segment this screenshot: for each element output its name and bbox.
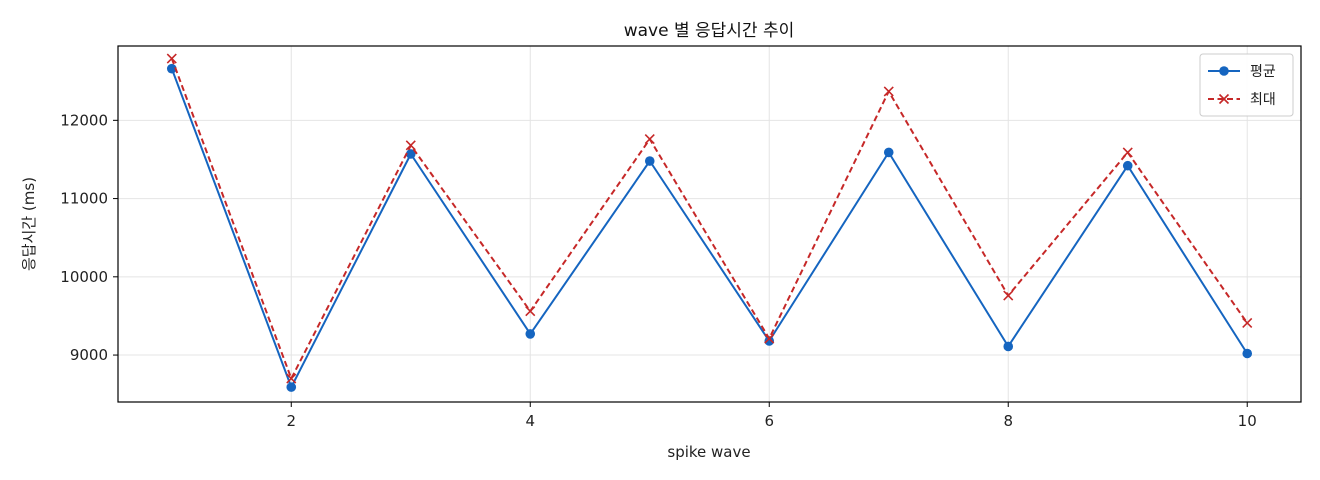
- data-point: [1242, 348, 1253, 359]
- data-point: [405, 149, 416, 159]
- data-point: [1122, 147, 1133, 158]
- data-point: [286, 373, 297, 384]
- series-group: [166, 53, 1253, 392]
- data-point: [764, 333, 775, 344]
- series-line: [170, 68, 1249, 389]
- chart-title: wave 별 응답시간 추이: [624, 21, 795, 41]
- legend-entry: 최대: [1208, 92, 1276, 108]
- x-axis-label: spike wave: [667, 443, 750, 461]
- data-point: [1003, 290, 1014, 301]
- y-tick-label: 12000: [60, 111, 108, 129]
- x-tick-label: 2: [286, 412, 296, 430]
- legend-label: 최대: [1250, 92, 1276, 108]
- legend-label: 평균: [1250, 64, 1276, 80]
- data-point: [764, 336, 775, 346]
- legend-marker: [1218, 93, 1230, 105]
- data-point: [525, 306, 536, 317]
- y-axis-label: 응답시간 (ms): [20, 177, 38, 271]
- x-tick-label: 8: [1003, 412, 1013, 430]
- data-point: [286, 382, 297, 392]
- series-2: [166, 53, 1253, 384]
- data-point: [883, 86, 894, 97]
- data-point: [166, 53, 177, 64]
- grid: [118, 46, 1301, 402]
- data-point: [644, 134, 655, 145]
- data-point: [525, 329, 536, 339]
- data-point: [1122, 160, 1133, 171]
- series-line: [170, 58, 1249, 380]
- data-point: [405, 140, 416, 151]
- data-point: [644, 156, 655, 166]
- legend-entry: 평균: [1208, 64, 1276, 80]
- data-point: [1242, 317, 1253, 329]
- data-point: [883, 147, 894, 158]
- data-point: [166, 63, 177, 74]
- x-tick-label: 10: [1238, 412, 1257, 430]
- plot-frame: [117, 45, 1302, 403]
- y-tick-label: 9000: [70, 346, 108, 364]
- series-1: [166, 63, 1253, 392]
- y-tick-label: 11000: [60, 190, 108, 208]
- data-point: [1003, 341, 1014, 352]
- legend-marker: [1219, 66, 1229, 76]
- legend-box: [1199, 53, 1294, 117]
- y-tick-label: 10000: [60, 268, 108, 286]
- axis-ticks: 2 4 6 8 10 9000 10000 11000 12000: [60, 111, 1256, 430]
- x-tick-label: 4: [525, 412, 535, 430]
- x-tick-label: 6: [764, 412, 774, 430]
